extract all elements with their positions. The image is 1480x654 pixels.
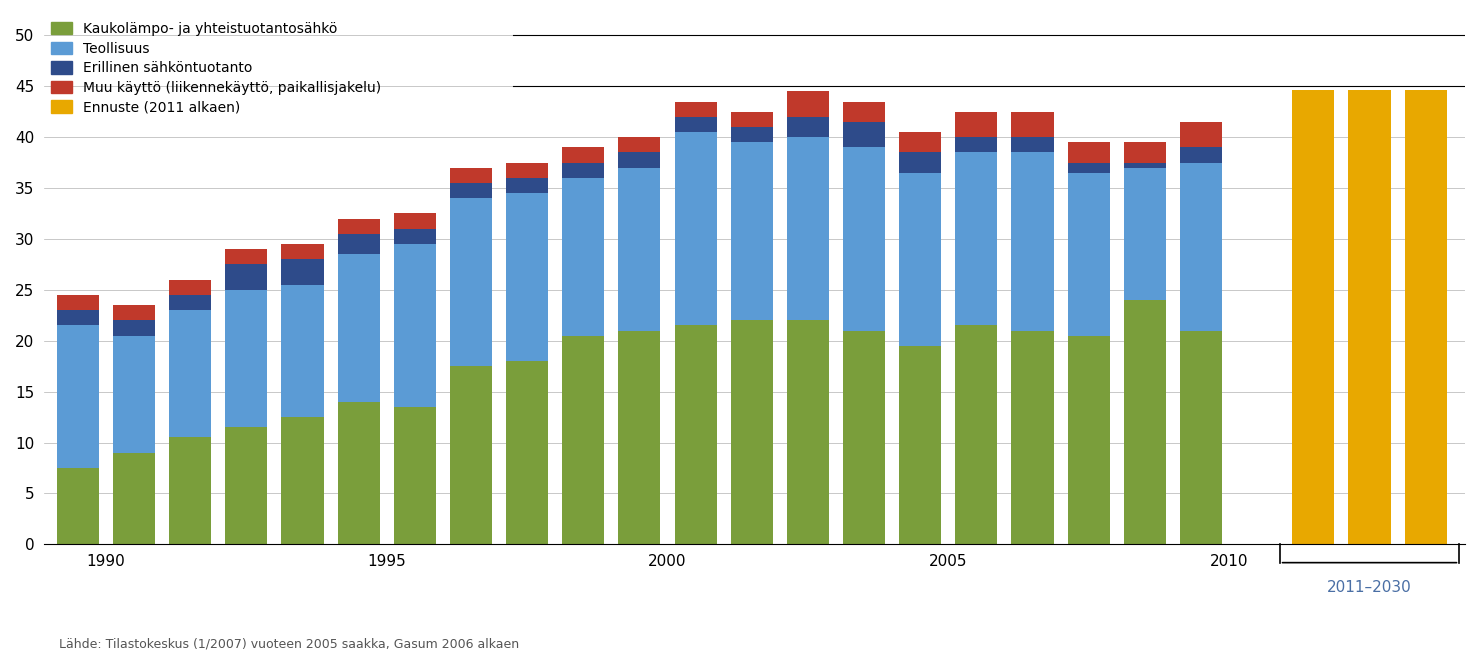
Bar (731, 127, 773, 142)
Bar (562, 336, 604, 544)
Bar (225, 249, 268, 264)
Bar (1123, 163, 1166, 167)
Bar (955, 137, 998, 152)
Bar (675, 117, 716, 132)
Bar (281, 259, 324, 284)
Bar (56, 295, 99, 310)
Bar (56, 310, 99, 326)
Bar (1123, 142, 1166, 163)
Bar (731, 142, 773, 320)
Bar (1123, 300, 1166, 544)
Bar (619, 167, 660, 330)
Bar (619, 137, 660, 152)
Bar (1348, 90, 1391, 544)
Bar (1405, 90, 1447, 544)
Bar (1011, 330, 1054, 544)
Bar (1067, 163, 1110, 173)
Bar (112, 320, 155, 336)
Bar (450, 366, 491, 544)
Bar (1292, 90, 1335, 544)
Bar (1011, 112, 1054, 137)
Bar (955, 152, 998, 326)
Bar (787, 137, 829, 320)
Bar (1123, 167, 1166, 300)
Bar (225, 264, 268, 290)
Bar (1067, 336, 1110, 544)
Bar (562, 147, 604, 163)
Bar (169, 438, 212, 544)
Bar (731, 320, 773, 544)
Bar (394, 407, 435, 544)
Bar (1067, 173, 1110, 336)
Text: 2011–2030: 2011–2030 (1328, 580, 1412, 595)
Bar (337, 402, 380, 544)
Bar (675, 326, 716, 544)
Bar (844, 147, 885, 330)
Bar (337, 254, 380, 402)
Bar (1011, 152, 1054, 330)
Bar (787, 92, 829, 117)
Bar (1011, 137, 1054, 152)
Bar (731, 112, 773, 127)
Bar (844, 122, 885, 147)
Bar (337, 234, 380, 254)
Bar (1180, 122, 1222, 147)
Bar (394, 244, 435, 407)
Bar (900, 346, 941, 544)
Bar (281, 417, 324, 544)
Bar (394, 213, 435, 229)
Bar (281, 284, 324, 417)
Bar (112, 305, 155, 320)
Bar (562, 178, 604, 336)
Bar (844, 101, 885, 122)
Bar (619, 152, 660, 167)
Bar (169, 295, 212, 310)
Bar (337, 218, 380, 234)
Bar (1180, 163, 1222, 330)
Bar (56, 468, 99, 544)
Bar (225, 427, 268, 544)
Bar (900, 152, 941, 173)
Bar (225, 290, 268, 427)
Bar (787, 117, 829, 137)
Bar (394, 229, 435, 244)
Bar (506, 361, 548, 544)
Bar (56, 326, 99, 468)
Text: Lähde: Tilastokeskus (1/2007) vuoteen 2005 saakka, Gasum 2006 alkaen: Lähde: Tilastokeskus (1/2007) vuoteen 20… (59, 638, 519, 651)
Bar (955, 326, 998, 544)
Bar (900, 173, 941, 346)
Bar (169, 280, 212, 295)
Bar (112, 453, 155, 544)
Bar (1180, 330, 1222, 544)
Bar (844, 330, 885, 544)
Bar (506, 193, 548, 361)
Bar (675, 101, 716, 117)
Legend: Kaukolämpo- ja yhteistuotantosähkö, Teollisuus, Erillinen sähköntuotanto, Muu kä: Kaukolämpo- ja yhteistuotantosähkö, Teol… (50, 22, 382, 114)
Bar (450, 183, 491, 198)
Bar (675, 132, 716, 326)
Bar (1067, 142, 1110, 163)
Bar (1180, 147, 1222, 163)
Bar (787, 320, 829, 544)
Bar (506, 178, 548, 193)
Bar (169, 310, 212, 438)
Bar (281, 244, 324, 259)
Bar (955, 112, 998, 137)
Bar (506, 163, 548, 178)
Bar (619, 330, 660, 544)
Bar (450, 167, 491, 183)
Bar (562, 163, 604, 178)
Bar (112, 336, 155, 453)
Bar (450, 198, 491, 366)
Bar (900, 132, 941, 152)
